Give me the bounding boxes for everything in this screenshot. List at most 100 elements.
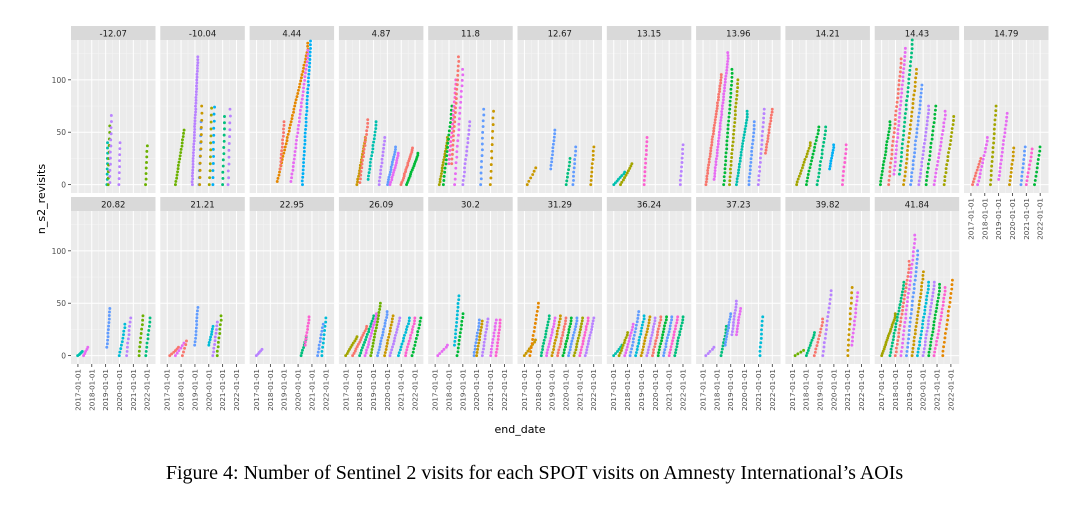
data-point xyxy=(841,174,845,178)
data-point xyxy=(909,175,913,179)
data-point xyxy=(646,351,650,355)
data-point xyxy=(929,343,932,347)
data-point xyxy=(147,324,151,328)
data-series xyxy=(450,55,461,166)
data-point xyxy=(915,127,919,131)
data-point xyxy=(902,183,906,187)
data-point xyxy=(853,315,857,319)
data-point xyxy=(916,119,920,123)
data-point xyxy=(394,147,397,151)
data-point xyxy=(821,354,825,358)
data-point xyxy=(664,345,668,349)
data-point xyxy=(571,183,575,187)
data-point xyxy=(305,98,309,102)
data-point xyxy=(940,307,944,311)
facet-strip xyxy=(428,197,513,211)
data-point xyxy=(903,293,907,297)
data-point xyxy=(175,173,179,177)
data-point xyxy=(722,89,726,93)
data-point xyxy=(656,354,660,358)
data-point xyxy=(669,348,672,352)
facet-strip xyxy=(696,197,781,211)
data-point xyxy=(292,157,296,161)
data-point xyxy=(223,115,226,118)
data-point xyxy=(592,145,596,149)
data-point xyxy=(1035,170,1039,174)
y-tick-label: 50 xyxy=(56,299,66,308)
data-point xyxy=(387,178,390,182)
data-point xyxy=(817,171,821,175)
data-point xyxy=(640,351,644,355)
data-point xyxy=(933,350,937,354)
data-point xyxy=(544,332,548,336)
data-point xyxy=(486,317,490,321)
data-point xyxy=(735,177,739,181)
data-point xyxy=(908,131,911,135)
data-series xyxy=(1024,147,1034,187)
data-point xyxy=(529,350,533,354)
data-point xyxy=(591,149,595,153)
data-point xyxy=(905,304,909,308)
data-point xyxy=(898,115,901,119)
data-point xyxy=(1029,159,1032,163)
data-point xyxy=(463,162,467,166)
data-point xyxy=(380,161,384,165)
data-point xyxy=(196,64,199,67)
data-point xyxy=(385,341,389,345)
x-tick-label: 2021-01-01 xyxy=(665,369,674,411)
data-point xyxy=(1020,178,1023,182)
data-point xyxy=(735,90,739,93)
data-point xyxy=(910,38,914,42)
data-series xyxy=(388,151,400,187)
data-point xyxy=(196,55,200,59)
data-point xyxy=(824,125,828,129)
data-point xyxy=(174,179,178,183)
data-point xyxy=(395,328,399,331)
data-point xyxy=(305,105,309,109)
data-point xyxy=(897,124,901,127)
data-point xyxy=(196,305,200,309)
data-point xyxy=(1033,178,1037,182)
data-point xyxy=(122,333,125,337)
data-point xyxy=(729,159,733,163)
data-point xyxy=(448,125,452,129)
data-point xyxy=(883,153,887,157)
data-point xyxy=(720,113,724,116)
data-point xyxy=(620,174,624,178)
data-point xyxy=(589,178,593,182)
data-point xyxy=(803,158,807,161)
data-point xyxy=(913,84,917,88)
data-point xyxy=(760,332,763,336)
data-point xyxy=(212,112,216,116)
data-point xyxy=(714,157,718,161)
data-point xyxy=(937,325,941,329)
data-point xyxy=(564,183,568,187)
data-point xyxy=(128,320,132,324)
data-series xyxy=(207,106,214,187)
x-tick-label: 2020-01-01 xyxy=(294,369,303,411)
data-point xyxy=(456,309,460,313)
data-point xyxy=(904,286,908,290)
data-point xyxy=(586,342,590,346)
data-point xyxy=(373,320,377,324)
data-point xyxy=(725,143,729,147)
data-point xyxy=(543,335,547,339)
data-point xyxy=(725,139,729,143)
panel-background xyxy=(785,40,870,193)
data-series xyxy=(211,105,216,187)
data-series xyxy=(988,104,998,187)
data-point xyxy=(482,107,486,111)
data-point xyxy=(727,111,731,115)
data-point xyxy=(810,159,813,163)
data-point xyxy=(589,183,593,187)
data-point xyxy=(307,83,310,87)
panel-background xyxy=(160,211,245,364)
data-point xyxy=(107,324,111,328)
data-point xyxy=(392,339,396,343)
data-point xyxy=(911,97,915,101)
data-point xyxy=(491,116,495,120)
data-point xyxy=(821,349,825,353)
data-point xyxy=(650,333,654,337)
